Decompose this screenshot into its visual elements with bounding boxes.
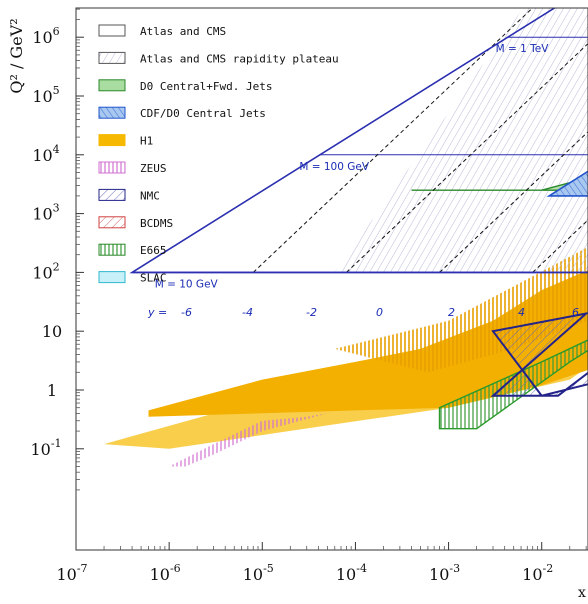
y-tick-label: 1 [47,381,57,400]
legend-swatch [98,134,126,147]
legend-swatch [98,79,126,92]
legend-label: CDF/D0 Central Jets [140,107,266,120]
legend-swatch [98,188,126,201]
rapidity-label: 4 [518,306,525,319]
legend-label: D0 Central+Fwd. Jets [140,80,272,93]
x-tick-label: 10-3 [429,562,460,584]
legend-swatch [98,51,126,64]
x-tick-label: 10-4 [336,562,367,584]
legend-swatch [98,271,126,284]
legend-label: ZEUS [140,162,167,175]
mass-line-label: M = 100 GeV [299,161,370,173]
legend: Atlas and CMS Atlas and CMS rapidity plat… [98,24,339,285]
x-tick-label: 10-2 [522,562,553,584]
y-tick-label: 106 [32,25,59,47]
lhc-triangle-outline [129,8,588,274]
plot-frame [75,7,588,551]
rapidity-line [439,131,588,273]
legend-label: H1 [140,135,153,148]
x-tick-label: 10-5 [243,562,274,584]
rapidity-line [252,8,534,273]
y-tick-label: 103 [32,202,59,224]
legend-swatch [98,24,126,37]
y-tick-label: 105 [32,84,59,106]
rapidity-label: 6 [572,306,579,319]
mass-line-label: M = 10 GeV [155,278,219,290]
rapidity-label: -2 [306,306,317,319]
x-axis-label: x [578,585,586,601]
x-tick-label: 10-6 [150,562,181,584]
y-axis-label: Q² / GeV² [7,18,26,93]
rapidity-label: 0 [376,306,383,319]
legend-label: BCDMS [140,217,173,230]
cdf-d0-jets-region [546,170,588,197]
legend-swatch [98,243,126,256]
legend-label: SLAC [140,272,167,285]
legend-label: Atlas and CMS [140,25,226,38]
zeus-region [169,413,328,467]
legend-swatch [98,216,126,229]
legend-swatch [98,106,126,119]
x-tick-label: 10-7 [56,562,87,584]
legend-label: NMC [140,189,160,202]
legend-label: Atlas and CMS rapidity plateau [140,52,339,65]
rapidity-label: 2 [448,306,455,319]
rapidity-line [346,42,588,273]
y-tick-label: 102 [32,260,59,282]
y-tick-label: 10-1 [30,437,61,459]
legend-label: E665 [140,244,167,257]
rapidity-label: -4 [242,306,253,319]
mass-line-label: M = 1 TeV [496,43,550,55]
rapidity-prefix: y = [147,306,167,319]
y-tick-label: 104 [32,143,59,165]
rapidity-label: -6 [181,306,192,319]
legend-swatch [98,161,126,174]
rapidity-plateau-region [334,8,588,273]
h1-dark-region [148,270,588,417]
y-tick-label: 10 [42,322,62,341]
nmc-region [490,312,588,397]
